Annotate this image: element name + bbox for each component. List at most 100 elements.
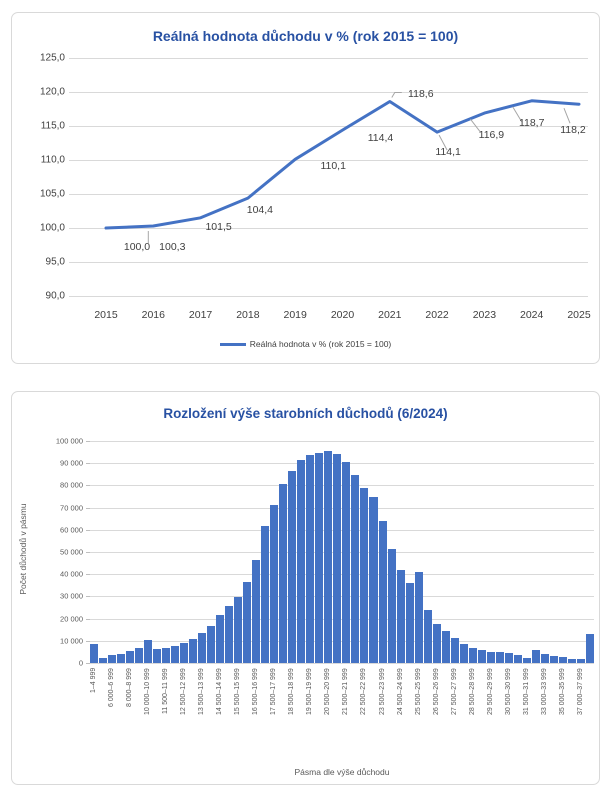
bar: [234, 597, 243, 663]
gridline: [69, 194, 588, 195]
legend-label: Reálná hodnota v % (rok 2015 = 100): [249, 339, 392, 349]
x-tick-label: 17 500–17 999: [270, 668, 278, 715]
x-tick-label: 2020: [330, 309, 355, 321]
x-tick-label: 6 000–6 999: [108, 668, 116, 707]
bar: [414, 572, 423, 663]
x-tick-slot: [568, 668, 576, 764]
bar: [423, 610, 432, 663]
x-tick-slot: 16 500–16 999: [252, 668, 260, 764]
data-label: 110,1: [320, 160, 346, 173]
bar: [477, 650, 486, 663]
y-tick-label: 100,0: [39, 222, 65, 234]
x-tick-label: 13 500–13 999: [198, 668, 206, 715]
x-tick-slot: [496, 668, 504, 764]
bar: [396, 570, 405, 663]
x-tick-slot: 29 500–29 999: [487, 668, 495, 764]
bar: [126, 650, 135, 663]
x-tick-slot: 31 500–31 999: [523, 668, 531, 764]
x-tick-label: 2018: [236, 309, 260, 321]
bar: [351, 475, 360, 663]
y-tick-mark: [86, 640, 90, 642]
x-tick-slot: 1–4 999: [90, 668, 98, 764]
bar: [504, 652, 513, 663]
x-tick-slot: [586, 668, 594, 764]
bar: [459, 643, 468, 663]
data-label: 118,2: [560, 124, 586, 137]
x-tick-label: 24 500–24 999: [396, 668, 404, 715]
y-tick-label: 90 000: [60, 458, 83, 468]
x-tick-slot: 22 500–22 999: [360, 668, 368, 764]
x-tick-slot: [135, 668, 143, 764]
bar: [378, 521, 387, 663]
x-tick-label: 22 500–22 999: [360, 668, 368, 715]
x-tick-label: 2021: [378, 309, 402, 321]
bar: [279, 484, 288, 663]
data-label: 100,0: [123, 241, 151, 253]
bar: [90, 643, 99, 663]
y-tick-mark: [86, 596, 90, 598]
x-tick-slot: 6 000–6 999: [108, 668, 116, 764]
x-tick-slot: 27 500–27 999: [451, 668, 459, 764]
legend-line-swatch: [219, 342, 246, 346]
x-tick-slot: 18 500–18 999: [288, 668, 296, 764]
bar: [117, 653, 126, 663]
x-tick-label: 26 500–26 999: [432, 668, 440, 715]
x-tick-slot: 37 000–37 999: [577, 668, 585, 764]
x-tick-slot: 35 000–35 999: [559, 668, 567, 764]
bar: [441, 631, 450, 663]
x-tick-slot: 26 500–26 999: [433, 668, 441, 764]
x-tick-slot: 33 000–33 999: [541, 668, 549, 764]
bar: [360, 487, 369, 663]
bar-chart-title: Rozložení výše starobních důchodů (6/202…: [163, 406, 448, 421]
data-label: 100,3: [159, 240, 186, 253]
x-tick-label: 2024: [520, 309, 544, 321]
x-tick-label: 2025: [567, 309, 591, 321]
bar: [261, 525, 270, 663]
x-tick-slot: 14 500–14 999: [216, 668, 224, 764]
x-tick-label: 33 000–33 999: [540, 668, 548, 715]
x-tick-label: 12 500–12 999: [180, 668, 188, 715]
bar: [531, 650, 540, 663]
bar: [162, 647, 171, 663]
bar: [315, 453, 324, 663]
bar: [369, 496, 378, 663]
y-tick-label: 60 000: [60, 525, 83, 535]
x-tick-label: 8 000–8 999: [126, 668, 134, 707]
gridline: [90, 441, 594, 442]
x-tick-label: 2017: [188, 309, 213, 321]
gridline: [90, 596, 594, 598]
y-tick-label: 30 000: [60, 591, 83, 601]
x-tick-slot: 15 500–15 999: [234, 668, 242, 764]
gridline: [90, 485, 594, 487]
x-tick-slot: 12 500–12 999: [180, 668, 188, 764]
bar: [333, 454, 342, 663]
x-tick-label: 2019: [283, 309, 307, 321]
y-tick-label: 100 000: [55, 436, 83, 446]
x-tick-slot: 19 500–19 999: [306, 668, 314, 764]
bar: [450, 638, 459, 663]
gridline: [90, 552, 594, 553]
x-tick-label: 28 500–28 999: [468, 668, 476, 715]
x-tick-slot: [99, 668, 107, 764]
bar: [288, 471, 297, 663]
y-tick-mark: [86, 507, 90, 509]
y-tick-label: 10 000: [60, 636, 83, 646]
bar: [252, 559, 261, 663]
x-tick-label: 2016: [141, 309, 165, 321]
x-tick-label: 2015: [94, 309, 118, 321]
bar: [297, 460, 306, 663]
bar: [558, 657, 567, 663]
x-tick-label: 27 500–27 999: [450, 668, 458, 715]
x-tick-slot: [117, 668, 125, 764]
bar: [198, 633, 207, 663]
x-tick-label: 2023: [472, 309, 497, 321]
bar: [171, 645, 180, 663]
x-tick-slot: [189, 668, 197, 764]
x-tick-slot: [514, 668, 522, 764]
bar-chart-card: Rozložení výše starobních důchodů (6/202…: [11, 391, 600, 785]
x-tick-slot: [460, 668, 468, 764]
y-tick-mark: [86, 485, 90, 487]
y-tick-label: 95,0: [45, 256, 65, 268]
bar: [387, 549, 396, 663]
line-chart-card: Reálná hodnota důchodu v % (rok 2015 = 1…: [11, 12, 600, 364]
